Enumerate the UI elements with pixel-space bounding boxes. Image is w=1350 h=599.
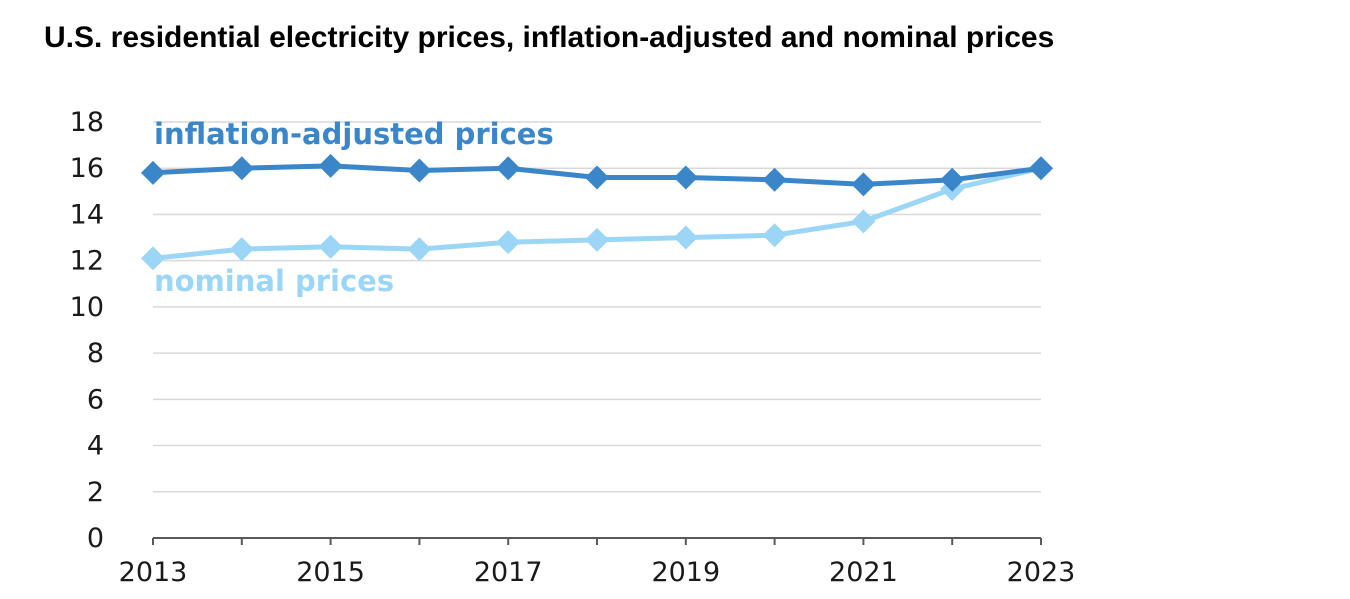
series-1-point-2016 bbox=[407, 237, 432, 262]
y-tick-label-16: 16 bbox=[70, 153, 104, 184]
series-1-point-2019 bbox=[673, 225, 698, 250]
y-tick-label-10: 10 bbox=[70, 292, 104, 323]
x-tick-label-2015: 2015 bbox=[296, 557, 365, 588]
series-0-point-2020 bbox=[762, 167, 787, 192]
series-0-point-2019 bbox=[673, 165, 698, 190]
series-0-point-2021 bbox=[851, 172, 876, 197]
x-tick-label-2017: 2017 bbox=[474, 557, 543, 588]
series-labels: inflation-adjusted prices nominal prices bbox=[154, 117, 554, 298]
series-label-1: nominal prices bbox=[154, 264, 394, 298]
series-1-point-2017 bbox=[496, 230, 521, 255]
series-1-point-2014 bbox=[229, 237, 254, 262]
series-1-point-2020 bbox=[762, 223, 787, 248]
series-0-point-2022 bbox=[940, 167, 965, 192]
series-0-point-2023 bbox=[1029, 156, 1053, 181]
series-1-point-2013 bbox=[141, 246, 165, 271]
chart-title: U.S. residential electricity prices, inf… bbox=[44, 21, 1054, 54]
series-0-point-2016 bbox=[407, 158, 432, 183]
y-tick-label-8: 8 bbox=[87, 338, 104, 369]
y-tick-label-18: 18 bbox=[70, 107, 104, 138]
y-tick-label-6: 6 bbox=[87, 384, 104, 415]
x-tick-label-2019: 2019 bbox=[651, 557, 720, 588]
series-1-point-2015 bbox=[318, 234, 343, 259]
series-1-point-2021 bbox=[851, 209, 876, 234]
x-tick-label-2013: 2013 bbox=[119, 557, 188, 588]
gridlines bbox=[153, 121, 1041, 493]
y-tick-label-2: 2 bbox=[87, 477, 104, 508]
series-0-point-2018 bbox=[585, 165, 609, 190]
x-axis-tick-labels: 2013 2015 2017 2019 2021 2023 bbox=[119, 557, 1076, 588]
series-label-0: inflation-adjusted prices bbox=[154, 117, 554, 151]
x-tick-label-2023: 2023 bbox=[1007, 557, 1076, 588]
y-tick-label-4: 4 bbox=[87, 431, 104, 462]
series-layer bbox=[141, 153, 1053, 271]
axes bbox=[152, 537, 1042, 545]
y-tick-label-12: 12 bbox=[70, 246, 104, 277]
series-0-point-2013 bbox=[141, 160, 165, 185]
x-tick-label-2021: 2021 bbox=[829, 557, 898, 588]
y-tick-label-0: 0 bbox=[87, 523, 104, 554]
series-0-point-2014 bbox=[229, 156, 254, 181]
series-0-point-2017 bbox=[496, 156, 521, 181]
y-axis-tick-labels: 0 2 4 6 8 10 12 14 16 18 bbox=[70, 107, 104, 554]
series-0-point-2015 bbox=[318, 153, 343, 178]
series-1-point-2018 bbox=[585, 227, 609, 252]
y-tick-label-14: 14 bbox=[70, 199, 104, 230]
